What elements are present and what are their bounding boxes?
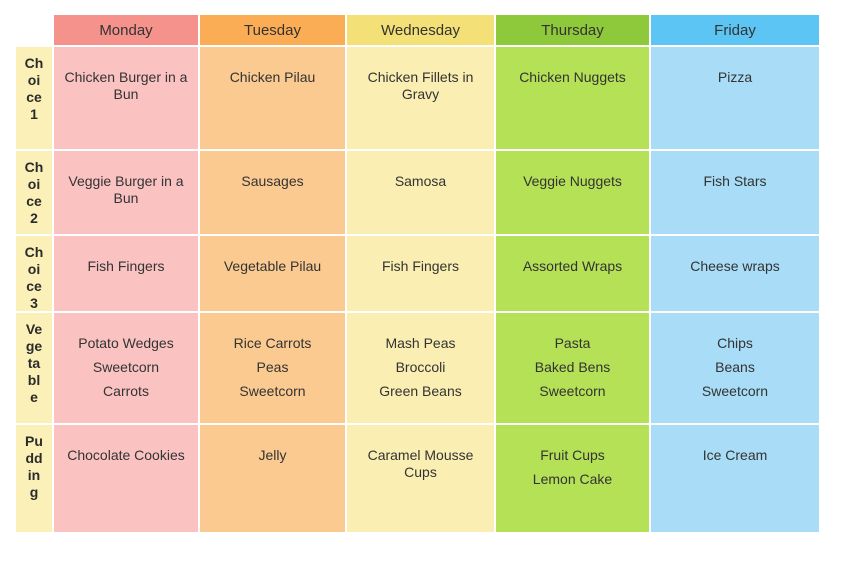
menu-item: Peas [256, 359, 289, 375]
menu-item: Sausages [241, 173, 304, 189]
cell-tuesday-choice-2: Sausages [200, 151, 345, 234]
day-header-friday: Friday [651, 15, 819, 45]
menu-item: Broccoli [395, 359, 446, 375]
menu-item: Beans [715, 359, 755, 375]
cell-friday-choice-1: Pizza [651, 47, 819, 149]
cell-thursday-pudding: Fruit Cups Lemon Cake [496, 425, 649, 532]
menu-item: Fish Fingers [87, 258, 165, 274]
menu-item: Caramel Mousse Cups [367, 447, 474, 480]
menu-item: Fish Fingers [381, 258, 460, 274]
cell-monday-choice-2: Veggie Burger in a Bun [54, 151, 198, 234]
menu-item: Chicken Pilau [229, 69, 316, 85]
menu-item: Chocolate Cookies [67, 447, 185, 463]
menu-item: Sweetcorn [701, 383, 769, 399]
menu-item: Cheese wraps [690, 258, 780, 274]
cell-wednesday-vegetable: Mash Peas Broccoli Green Beans [347, 313, 494, 423]
row-label-choice-1: Choice 1 [16, 47, 52, 149]
cell-tuesday-choice-1: Chicken Pilau [200, 47, 345, 149]
cell-monday-vegetable: Potato Wedges Sweetcorn Carrots [54, 313, 198, 423]
menu-item: Ice Cream [702, 447, 768, 463]
cell-tuesday-choice-3: Vegetable Pilau [200, 236, 345, 311]
row-label-pudding: Pudding [16, 425, 52, 532]
cell-friday-choice-3: Cheese wraps [651, 236, 819, 311]
menu-item: Chicken Burger in a Bun [64, 69, 188, 102]
menu-item: Rice Carrots [233, 335, 312, 351]
cell-monday-choice-1: Chicken Burger in a Bun [54, 47, 198, 149]
menu-item: Pasta [554, 335, 591, 351]
menu-item: Fish Stars [703, 173, 767, 189]
menu-item: Fruit Cups [540, 447, 605, 463]
day-header-tuesday: Tuesday [200, 15, 345, 45]
cell-friday-choice-2: Fish Stars [651, 151, 819, 234]
row-label-vegetable: Vegetable [16, 313, 52, 423]
menu-item: Potato Wedges [78, 335, 174, 351]
cell-thursday-vegetable: Pasta Baked Bens Sweetcorn [496, 313, 649, 423]
cell-monday-choice-3: Fish Fingers [54, 236, 198, 311]
menu-item: Carrots [103, 383, 149, 399]
menu-item: Green Beans [379, 383, 462, 399]
menu-item: Baked Bens [534, 359, 611, 375]
cell-wednesday-pudding: Caramel Mousse Cups [347, 425, 494, 532]
menu-item: Mash Peas [385, 335, 456, 351]
cell-wednesday-choice-2: Samosa [347, 151, 494, 234]
menu-item: Vegetable Pilau [223, 258, 322, 274]
cell-friday-pudding: Ice Cream [651, 425, 819, 532]
cell-thursday-choice-3: Assorted Wraps [496, 236, 649, 311]
menu-item: Veggie Nuggets [523, 173, 622, 189]
day-header-thursday: Thursday [496, 15, 649, 45]
cell-wednesday-choice-1: Chicken Fillets in Gravy [347, 47, 494, 149]
cell-thursday-choice-1: Chicken Nuggets [496, 47, 649, 149]
menu-item: Chips [717, 335, 753, 351]
menu-item: Lemon Cake [532, 471, 613, 487]
cell-monday-pudding: Chocolate Cookies [54, 425, 198, 532]
menu-item: Chicken Fillets in Gravy [367, 69, 474, 102]
row-label-choice-3: Choice 3 [16, 236, 52, 311]
weekly-menu-table: Monday Tuesday Wednesday Thursday Friday… [16, 15, 819, 532]
corner-cell [16, 15, 52, 45]
cell-tuesday-pudding: Jelly [200, 425, 345, 532]
menu-item: Samosa [394, 173, 447, 189]
menu-item: Jelly [258, 447, 287, 463]
menu-item: Sweetcorn [539, 383, 606, 399]
day-header-wednesday: Wednesday [347, 15, 494, 45]
cell-thursday-choice-2: Veggie Nuggets [496, 151, 649, 234]
menu-item: Veggie Burger in a Bun [68, 173, 184, 206]
row-label-choice-2: Choice 2 [16, 151, 52, 234]
cell-tuesday-vegetable: Rice Carrots Peas Sweetcorn [200, 313, 345, 423]
menu-item: Assorted Wraps [522, 258, 623, 274]
cell-friday-vegetable: Chips Beans Sweetcorn [651, 313, 819, 423]
menu-item: Pizza [717, 69, 753, 85]
day-header-monday: Monday [54, 15, 198, 45]
menu-item: Chicken Nuggets [519, 69, 626, 85]
menu-item: Sweetcorn [92, 359, 160, 375]
menu-item: Sweetcorn [239, 383, 306, 399]
cell-wednesday-choice-3: Fish Fingers [347, 236, 494, 311]
